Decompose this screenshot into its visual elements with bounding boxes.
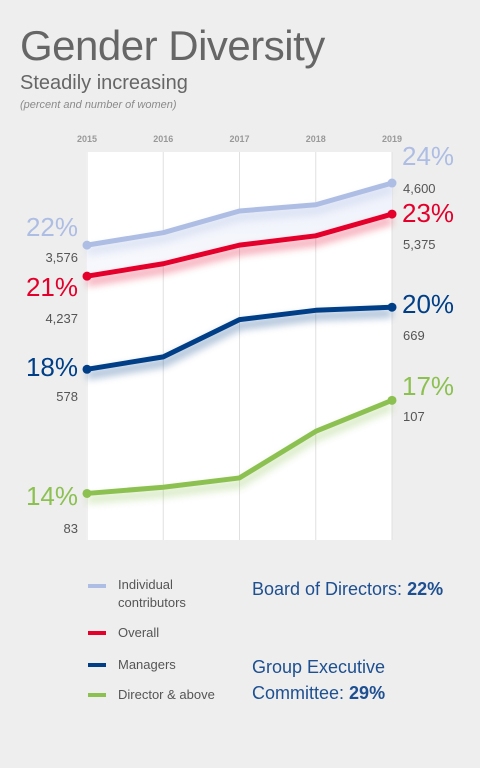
point-overall-start <box>82 271 92 281</box>
start-count-individual: 3,576 <box>45 250 78 265</box>
line-overall <box>84 211 395 279</box>
line-individual <box>84 180 395 248</box>
point-individual-start <box>82 240 92 250</box>
line-chart: 2015 2016 2017 2018 2019 22% 3,576 24% 4,600 21% 4… <box>26 134 454 540</box>
board-value: 22% <box>407 579 444 599</box>
board-label: Board of Directors: <box>252 579 403 599</box>
legend-swatch-managers <box>88 663 106 667</box>
gec-value: 29% <box>349 683 386 703</box>
start-count-director: 83 <box>64 521 78 536</box>
legend-swatch-overall <box>88 631 106 635</box>
x-tick-2017: 2017 <box>229 134 249 144</box>
legend-label-overall: Overall <box>118 625 160 640</box>
x-tick-2018: 2018 <box>306 134 326 144</box>
end-pct-director: 17% <box>402 371 454 401</box>
board-stat: Board of Directors: 22% <box>252 576 462 602</box>
end-count-overall: 5,375 <box>403 237 436 252</box>
x-tick-2015: 2015 <box>77 134 97 144</box>
legend-swatch-director <box>88 693 106 697</box>
gec-stat: Group Executive Committee: 29% <box>252 654 462 706</box>
line-managers <box>84 304 395 372</box>
legend-label-director: Director & above <box>118 687 215 702</box>
start-count-managers: 578 <box>56 389 78 404</box>
end-count-managers: 669 <box>403 328 425 343</box>
line-shadow-managers <box>86 309 393 380</box>
legend-swatch-individual <box>88 584 106 588</box>
legend-label-individual: Individual contributors <box>118 577 186 610</box>
start-pct-overall: 21% <box>26 272 78 302</box>
units-note: (percent and number of women) <box>20 99 177 111</box>
end-pct-overall: 23% <box>402 198 454 228</box>
start-pct-managers: 18% <box>26 352 78 382</box>
point-managers-start <box>82 364 92 374</box>
point-director-start <box>82 488 92 498</box>
point-individual-end <box>387 178 397 188</box>
start-pct-director: 14% <box>26 481 78 511</box>
gec-label: Group Executive Committee: <box>252 657 386 703</box>
page-title: Gender Diversity <box>20 22 325 69</box>
point-managers-end <box>387 302 397 312</box>
point-director-end <box>387 395 397 405</box>
legend-label-managers: Managers <box>118 657 176 672</box>
page-subtitle: Steadily increasing <box>20 72 188 94</box>
line-shadow-overall <box>86 216 394 287</box>
end-count-individual: 4,600 <box>403 181 436 196</box>
x-tick-2019: 2019 <box>382 134 402 144</box>
end-pct-individual: 24% <box>402 141 454 171</box>
x-tick-2016: 2016 <box>153 134 173 144</box>
end-count-director: 107 <box>403 409 425 424</box>
line-shadow-director <box>86 402 394 504</box>
start-count-overall: 4,237 <box>45 311 78 326</box>
line-director <box>84 397 395 496</box>
point-overall-end <box>387 209 397 219</box>
start-pct-individual: 22% <box>26 212 78 242</box>
end-pct-managers: 20% <box>402 289 454 319</box>
line-shadow-individual <box>86 185 394 256</box>
